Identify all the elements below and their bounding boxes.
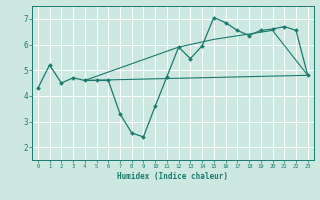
- X-axis label: Humidex (Indice chaleur): Humidex (Indice chaleur): [117, 172, 228, 181]
